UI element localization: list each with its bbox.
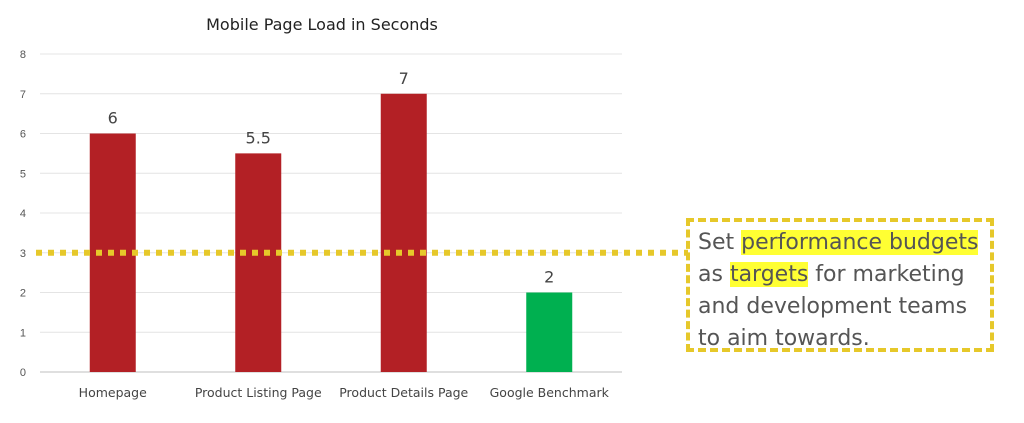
bar-4 — [526, 292, 573, 372]
y-tick-label-8: 8 — [20, 49, 26, 61]
x-category-label-3: Product Details Page — [339, 385, 468, 400]
y-tick-label-4: 4 — [20, 208, 26, 220]
x-category-label-2: Product Listing Page — [195, 385, 322, 400]
bar-2 — [235, 153, 282, 372]
bar-value-label-1: 6 — [108, 109, 118, 128]
callout-highlight-performance-budgets: performance budgets — [741, 230, 979, 255]
callout-box: Set performance budgets as targets for m… — [686, 218, 994, 352]
bar-3 — [380, 93, 427, 372]
bar-value-label-3: 7 — [399, 69, 409, 88]
x-category-label-1: Homepage — [79, 385, 147, 400]
callout-highlight-targets: targets — [729, 262, 809, 287]
callout-text-2: as — [698, 262, 730, 287]
bar-value-label-4: 2 — [544, 268, 554, 287]
callout-text-1: Set — [698, 230, 742, 255]
y-tick-label-0: 0 — [20, 367, 26, 379]
y-tick-label-6: 6 — [20, 129, 26, 141]
y-tick-label-5: 5 — [20, 168, 26, 180]
callout-text-3: for marketing and development teams to a… — [698, 262, 968, 351]
y-tick-label-2: 2 — [20, 288, 26, 300]
bar-value-label-2: 5.5 — [246, 128, 271, 147]
chart-title: Mobile Page Load in Seconds — [206, 15, 438, 34]
y-tick-label-7: 7 — [20, 89, 26, 101]
y-tick-label-1: 1 — [20, 327, 26, 339]
y-tick-label-3: 3 — [20, 248, 26, 260]
x-category-label-4: Google Benchmark — [490, 385, 610, 400]
